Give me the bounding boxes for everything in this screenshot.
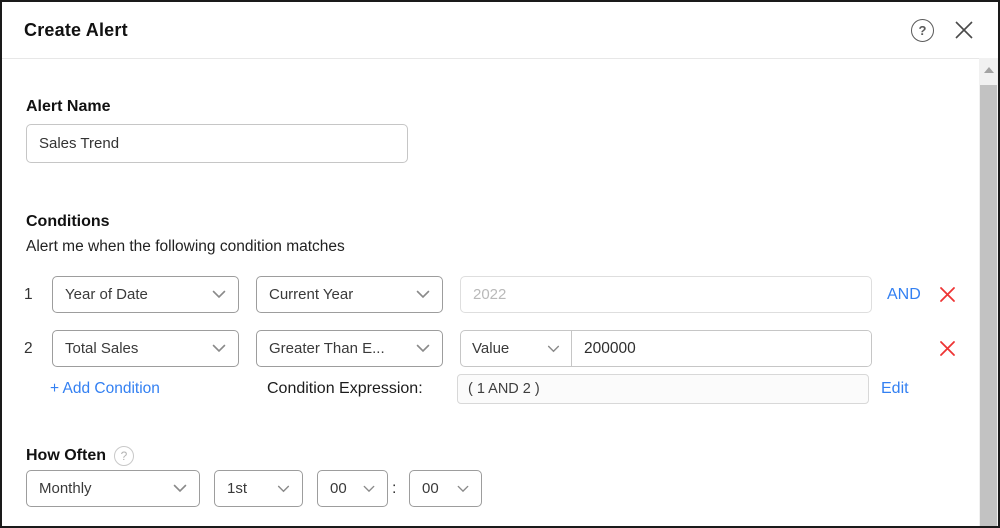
chevron-down-icon <box>363 485 375 493</box>
condition1-field-value: Year of Date <box>65 286 148 303</box>
condition2-operator-value: Greater Than E... <box>269 340 385 357</box>
chevron-down-icon <box>416 344 430 353</box>
condition1-remove-icon[interactable] <box>939 276 956 313</box>
hour-value: 00 <box>330 480 347 497</box>
add-condition-link[interactable]: + Add Condition <box>50 380 160 397</box>
alert-name-input[interactable] <box>26 124 408 163</box>
chevron-down-icon <box>547 345 560 353</box>
header-actions: ? <box>911 18 976 42</box>
condition-expression-input[interactable] <box>457 374 869 404</box>
condition2-field-value: Total Sales <box>65 340 139 357</box>
condition1-operator-value: Current Year <box>269 286 354 303</box>
condition1-field-select[interactable]: Year of Date <box>52 276 239 313</box>
edit-expression-link[interactable]: Edit <box>881 380 909 397</box>
condition-row-number: 1 <box>24 285 33 303</box>
scrollbar-thumb[interactable] <box>980 85 997 526</box>
frequency-value: Monthly <box>39 480 92 497</box>
hour-select[interactable]: 00 <box>317 470 388 507</box>
day-value: 1st <box>227 480 248 497</box>
how-often-help-icon[interactable]: ? <box>114 446 134 466</box>
dialog-title: Create Alert <box>24 19 128 40</box>
scrollbar-track[interactable] <box>979 58 998 526</box>
condition2-field-select[interactable]: Total Sales <box>52 330 239 367</box>
time-separator: : <box>392 479 397 497</box>
close-icon[interactable] <box>952 18 976 42</box>
chevron-down-icon <box>416 290 430 299</box>
condition1-operator-select[interactable]: Current Year <box>256 276 443 313</box>
condition2-value-type: Value <box>472 340 510 357</box>
scrollbar-up-arrow-icon[interactable] <box>983 67 994 73</box>
conditions-heading: Conditions <box>26 213 110 230</box>
how-often-header: How Often ? <box>26 446 134 466</box>
chevron-down-icon <box>277 485 290 493</box>
condition-expression-label: Condition Expression: <box>267 380 423 397</box>
condition-row-number: 2 <box>24 339 33 357</box>
chevron-down-icon <box>457 485 469 493</box>
chevron-down-icon <box>212 290 226 299</box>
day-select[interactable]: 1st <box>214 470 303 507</box>
condition1-and-link[interactable]: AND <box>887 285 921 303</box>
alert-name-label: Alert Name <box>26 98 111 115</box>
condition2-operator-select[interactable]: Greater Than E... <box>256 330 443 367</box>
condition1-value-input[interactable] <box>460 276 872 313</box>
condition2-value-group: Value <box>460 330 872 367</box>
dialog-header: Create Alert ? <box>2 2 998 59</box>
condition2-value-type-select[interactable]: Value <box>461 331 572 366</box>
conditions-subheading: Alert me when the following condition ma… <box>26 238 345 255</box>
chevron-down-icon <box>212 344 226 353</box>
condition2-remove-icon[interactable] <box>939 330 956 367</box>
condition2-value-input[interactable] <box>572 331 871 366</box>
chevron-down-icon <box>173 484 187 493</box>
minute-select[interactable]: 00 <box>409 470 482 507</box>
minute-value: 00 <box>422 480 439 497</box>
frequency-select[interactable]: Monthly <box>26 470 200 507</box>
how-often-heading: How Often <box>26 447 106 464</box>
help-icon[interactable]: ? <box>911 18 934 42</box>
